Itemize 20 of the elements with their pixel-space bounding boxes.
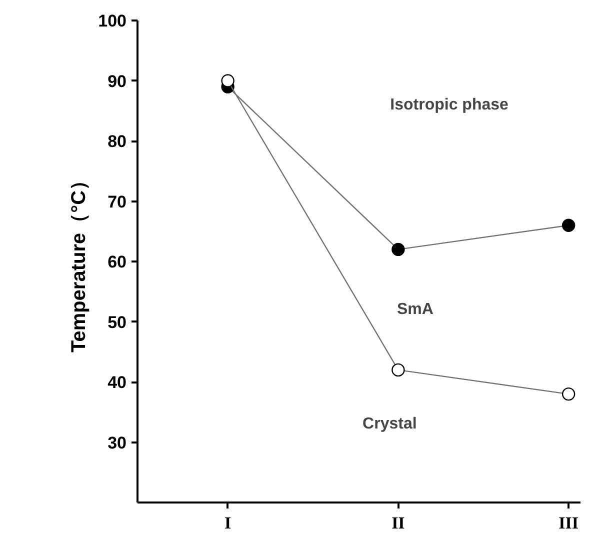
annotation: Crystal (362, 416, 417, 433)
point (562, 387, 576, 401)
y-tick-label: 60 (108, 252, 127, 272)
point (562, 218, 576, 232)
y-tick-label: 100 (98, 12, 127, 30)
y-tick-label: 40 (108, 373, 127, 392)
annotation: SmA (397, 301, 434, 318)
y-tick-label: 80 (108, 132, 127, 151)
y-axis-title: Temperature（°C） (68, 170, 90, 353)
y-tick-label: 70 (108, 192, 127, 212)
y-tick-label: 90 (108, 72, 127, 91)
point (221, 74, 234, 88)
x-tick-label: II (392, 514, 406, 532)
annotation: Isotropic phase (390, 96, 509, 114)
y-tick-label: 30 (108, 433, 127, 452)
point (392, 242, 405, 256)
x-tick-label: I (224, 514, 232, 532)
point (392, 363, 405, 377)
x-tick-label: III (558, 514, 579, 532)
y-tick-label: 50 (108, 312, 127, 332)
